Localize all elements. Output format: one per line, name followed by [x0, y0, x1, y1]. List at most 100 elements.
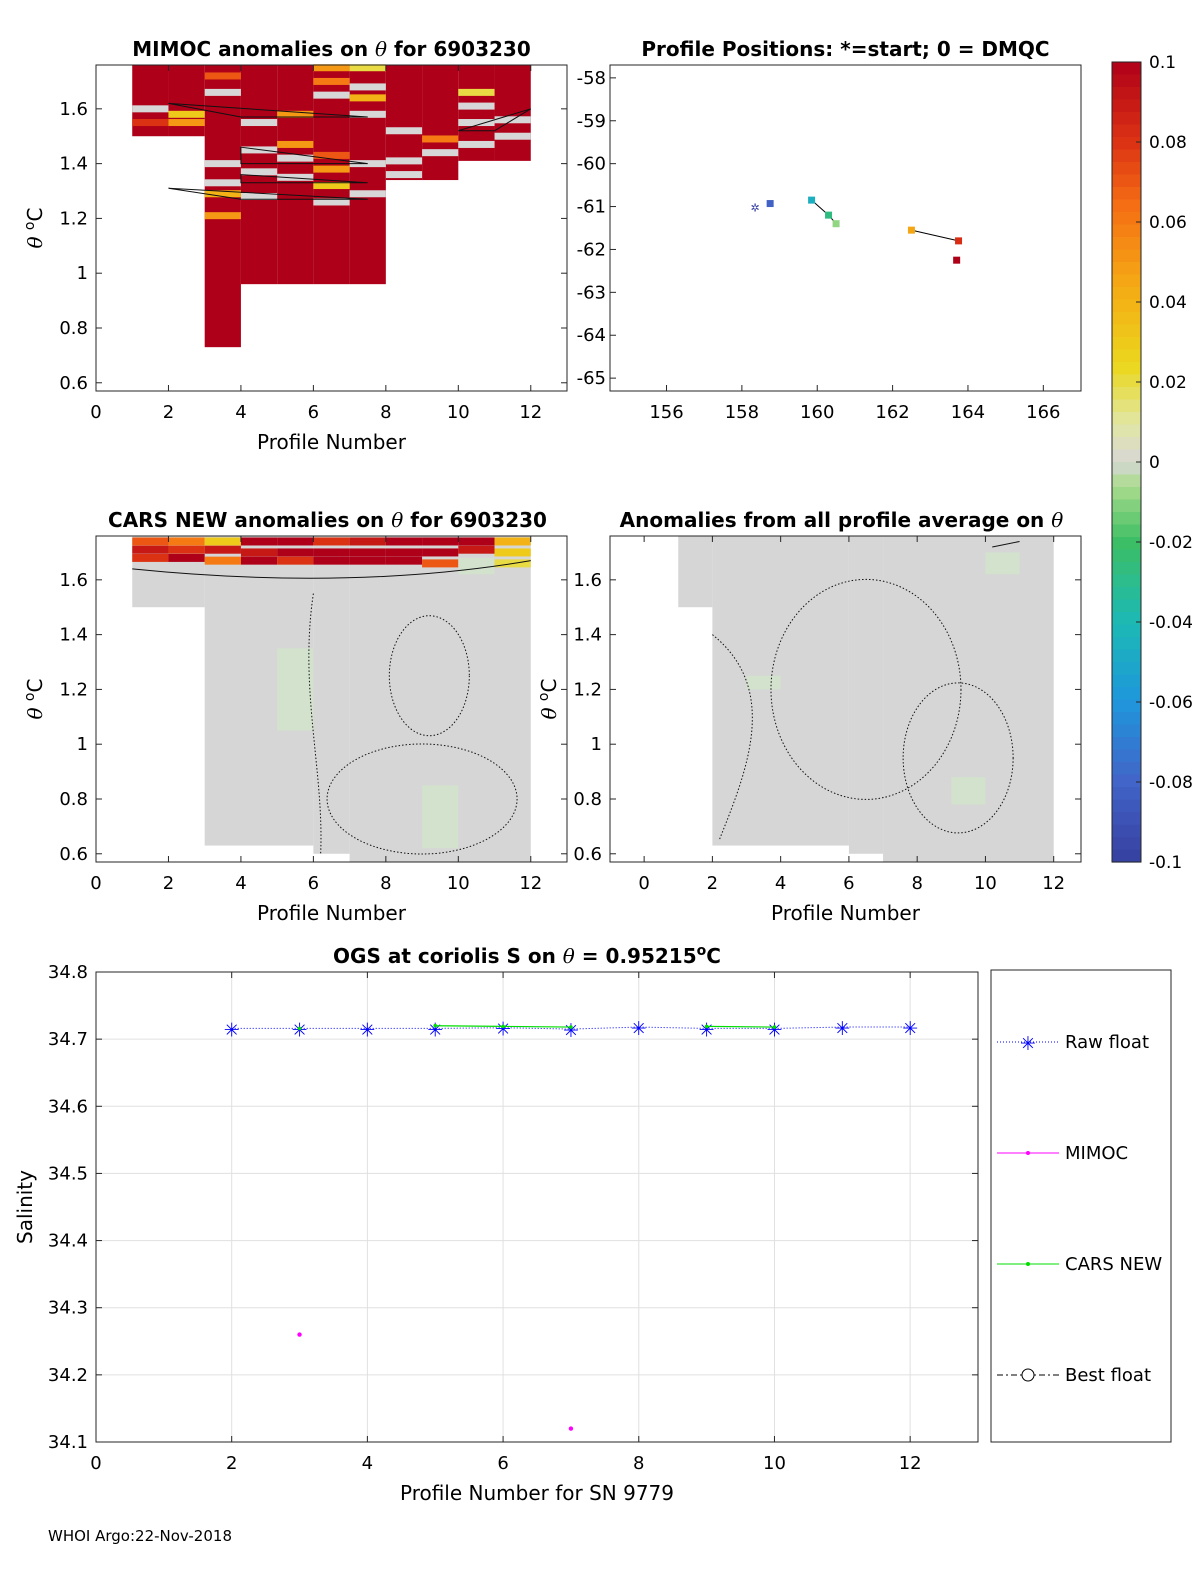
- cars-cell: [313, 556, 350, 565]
- colorbar-tick-label: -0.08: [1149, 773, 1193, 793]
- cars-cell: [204, 545, 241, 554]
- colorbar-segment: [1112, 524, 1141, 538]
- mimoc-ytick-label: 1.6: [59, 99, 88, 120]
- positions-xtick-label: 160: [800, 402, 834, 423]
- mimoc-cell: [313, 64, 350, 72]
- colorbar-segment: [1112, 87, 1141, 101]
- colorbar-segment: [1112, 499, 1141, 513]
- mimoc-xlabel: Profile Number: [257, 430, 407, 454]
- mimoc-cell: [313, 91, 350, 99]
- footer-credit: WHOI Argo:22-Nov-2018: [48, 1527, 232, 1545]
- mimoc-heatmap: [132, 64, 532, 348]
- colorbar-segment: [1112, 774, 1141, 788]
- series-raw-float-marker: ✳: [359, 1019, 375, 1041]
- colorbar-segment: [1112, 462, 1141, 476]
- cars-heatmap: [132, 536, 531, 862]
- cars-ytick-label: 1.6: [59, 570, 88, 591]
- cars-contour-solid: [132, 560, 531, 579]
- salinity-ylabel: Salinity: [13, 1170, 37, 1244]
- colorbar-tick-label: -0.06: [1149, 693, 1193, 713]
- mimoc-cell: [132, 119, 169, 127]
- colorbar-segment: [1112, 237, 1141, 251]
- series-raw-float-marker: ✳: [902, 1018, 918, 1040]
- avg-ytick-label: 1.6: [573, 570, 602, 591]
- colorbar-tick-label: 0: [1149, 453, 1160, 473]
- cars-cell: [240, 556, 278, 565]
- positions-xtick-label: 162: [875, 402, 909, 423]
- mimoc-cell: [240, 168, 278, 176]
- avg-coverage-block: [883, 536, 1054, 862]
- mimoc-contour: [168, 102, 368, 118]
- cars-xtick-label: 8: [380, 873, 391, 894]
- cars-xtick-label: 10: [447, 873, 470, 894]
- colorbar-segment: [1112, 674, 1141, 688]
- mimoc-cell: [385, 127, 423, 135]
- series-cars-new-marker: [501, 1024, 505, 1029]
- salinity-plot: Salinity ✳ ✳ ✳ ✳ ✳ ✳ ✳ ✳ ✳ ✳ ✳: [13, 971, 978, 1443]
- cars-cell: [313, 537, 350, 546]
- cars-cell: [349, 537, 386, 546]
- series-cars-new-marker: [297, 1026, 302, 1031]
- mimoc-cell: [132, 105, 169, 113]
- mimoc-coverage-block: [422, 65, 459, 181]
- avg-coverage-block: [712, 536, 849, 846]
- cars-ylabel: θ oC: [22, 679, 47, 720]
- salinity-ytick-label: 34.7: [48, 1029, 88, 1050]
- legend-label: Raw float: [1065, 1032, 1149, 1053]
- series-raw-float-marker: ✳: [767, 1019, 783, 1041]
- colorbar-segment: [1112, 649, 1141, 663]
- series-mimoc-marker: [568, 1426, 574, 1431]
- mimoc-cell: [349, 83, 386, 91]
- colorbar-segment: [1112, 137, 1141, 151]
- mimoc-cell: [204, 88, 241, 96]
- colorbar-tick-label: 0.02: [1149, 373, 1187, 393]
- positions-track-segment: [911, 229, 959, 242]
- colorbar-segment: [1112, 349, 1141, 363]
- colorbar-segment: [1112, 749, 1141, 763]
- mimoc-contour: [240, 174, 368, 184]
- mimoc-cell: [349, 64, 386, 72]
- cars-cell: [349, 556, 386, 565]
- colorbar-segment: [1112, 374, 1141, 388]
- positions-point: [907, 226, 915, 234]
- mimoc-cell: [458, 119, 495, 127]
- mimoc-cell: [204, 212, 241, 220]
- colorbar-segment: [1112, 99, 1141, 113]
- cars-cell: [168, 545, 205, 554]
- colorbar-segment: [1112, 812, 1141, 826]
- positions-xtick-label: 156: [649, 402, 683, 423]
- series-raw-float-line: [231, 1026, 911, 1030]
- series-cars-new-line: [706, 1025, 775, 1028]
- positions-xtick-label: 164: [951, 402, 985, 423]
- colorbar-segment: [1112, 824, 1141, 838]
- avg-xtick-label: 0: [638, 873, 649, 894]
- colorbar-segment: [1112, 837, 1141, 851]
- salinity-ytick-label: 34.5: [48, 1163, 88, 1184]
- salinity-ytick-label: 34.8: [48, 962, 88, 983]
- mimoc-ytick-label: 0.6: [59, 373, 88, 394]
- avg-coverage-block: [678, 536, 713, 608]
- mimoc-coverage-block: [494, 65, 531, 161]
- legend-label: MIMOC: [1065, 1143, 1128, 1164]
- avg-xtick-label: 8: [911, 873, 922, 894]
- salinity-xtick-label: 10: [763, 1453, 786, 1474]
- colorbar-segment: [1112, 699, 1141, 713]
- positions-point: [808, 196, 816, 204]
- avg-xtick-label: 12: [1042, 873, 1065, 894]
- mimoc-cell: [204, 190, 241, 198]
- avg-contour-dotted: [770, 578, 962, 800]
- series-cars-new-marker: [704, 1024, 709, 1029]
- cars-axes: 0 2 4 6 8 10 12 0.6 0.8 1 1.2 1.4 1.6 Profile Number θ…: [22, 535, 568, 925]
- avg-xtick-label: 4: [775, 873, 786, 894]
- cars-cell: [277, 556, 314, 565]
- mimoc-cell: [168, 110, 205, 118]
- mimoc-ytick-label: 1.2: [59, 208, 88, 229]
- series-cars-new-marker: [569, 1025, 573, 1029]
- colorbar-segment: [1112, 712, 1141, 726]
- avg-faint-patch: [985, 552, 1020, 575]
- cars-title: CARS NEW anomalies on θ for 6903230: [108, 508, 547, 532]
- salinity-ytick-label: 34.6: [48, 1096, 88, 1117]
- avg-faint-patch: [746, 675, 781, 690]
- avg-ytick-label: 1: [591, 734, 602, 755]
- series-raw-float-marker: ✳: [292, 1019, 308, 1041]
